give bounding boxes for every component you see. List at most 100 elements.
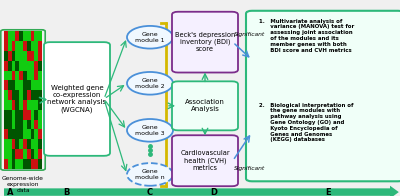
Text: C: C [147, 188, 153, 196]
Bar [19, 149, 23, 159]
Bar [23, 90, 27, 100]
Bar [19, 100, 23, 110]
Bar [27, 100, 31, 110]
Bar [16, 139, 20, 149]
Text: Genome-wide
expression
data: Genome-wide expression data [2, 176, 44, 193]
Bar [23, 70, 27, 80]
Bar [27, 110, 31, 120]
Bar [16, 70, 20, 80]
Bar [23, 51, 27, 61]
Bar [38, 149, 42, 159]
Bar [23, 80, 27, 90]
Bar [4, 149, 8, 159]
Text: B: B [63, 188, 69, 196]
Bar [16, 80, 20, 90]
Bar [27, 51, 31, 61]
Bar [34, 61, 38, 71]
Bar [12, 119, 16, 129]
Text: 2.   Biological interpretation of
      the gene modules with
      pathway anal: 2. Biological interpretation of the gene… [259, 103, 354, 142]
Bar [30, 110, 35, 120]
Bar [30, 51, 35, 61]
Bar [4, 61, 8, 71]
Bar [12, 159, 16, 169]
Bar [16, 90, 20, 100]
Bar [12, 90, 16, 100]
Bar [19, 110, 23, 120]
Bar [30, 159, 35, 169]
Bar [34, 51, 38, 61]
Bar [30, 129, 35, 139]
Bar [19, 159, 23, 169]
Bar [34, 119, 38, 129]
Bar [38, 139, 42, 149]
Bar [34, 80, 38, 90]
Bar [30, 80, 35, 90]
Bar [4, 41, 8, 51]
Bar [4, 100, 8, 110]
Text: A: A [7, 188, 13, 196]
Bar [27, 61, 31, 71]
FancyBboxPatch shape [246, 11, 400, 181]
Bar [16, 119, 20, 129]
Text: Gene
module 2: Gene module 2 [135, 78, 165, 89]
Text: Gene
module 3: Gene module 3 [135, 125, 165, 136]
Bar [19, 41, 23, 51]
Bar [16, 129, 20, 139]
Bar [4, 70, 8, 80]
Bar [4, 129, 8, 139]
Bar [34, 90, 38, 100]
Bar [4, 90, 8, 100]
Bar [8, 159, 12, 169]
Bar [16, 149, 20, 159]
Bar [19, 129, 23, 139]
Bar [30, 139, 35, 149]
Bar [27, 119, 31, 129]
Bar [23, 61, 27, 71]
Bar [12, 149, 16, 159]
Bar [12, 51, 16, 61]
Bar [38, 129, 42, 139]
Bar [16, 159, 20, 169]
Bar [4, 159, 8, 169]
Bar [19, 90, 23, 100]
Bar [27, 41, 31, 51]
Bar [38, 31, 42, 41]
Bar [30, 41, 35, 51]
Bar [16, 31, 20, 41]
Text: Cardiovascular
health (CVH)
metrics: Cardiovascular health (CVH) metrics [180, 151, 230, 171]
Bar [38, 70, 42, 80]
Bar [8, 31, 12, 41]
FancyBboxPatch shape [172, 12, 238, 73]
Bar [38, 100, 42, 110]
Bar [12, 129, 16, 139]
Bar [4, 80, 8, 90]
Bar [34, 41, 38, 51]
Text: Significant: Significant [234, 32, 265, 37]
Text: Beck's depression
inventory (BDI)
score: Beck's depression inventory (BDI) score [175, 32, 235, 52]
Bar [16, 51, 20, 61]
Text: E: E [325, 188, 331, 196]
Bar [23, 110, 27, 120]
Bar [23, 139, 27, 149]
Bar [23, 100, 27, 110]
Bar [23, 129, 27, 139]
Bar [34, 31, 38, 41]
Bar [27, 90, 31, 100]
Bar [8, 41, 12, 51]
Bar [30, 61, 35, 71]
Bar [8, 80, 12, 90]
Bar [23, 119, 27, 129]
Bar [19, 119, 23, 129]
Bar [34, 129, 38, 139]
Ellipse shape [127, 72, 173, 95]
Bar [27, 139, 31, 149]
Bar [19, 61, 23, 71]
Bar [34, 110, 38, 120]
Bar [8, 139, 12, 149]
Bar [4, 110, 8, 120]
Bar [16, 41, 20, 51]
Text: Gene
module 1: Gene module 1 [135, 32, 165, 43]
Bar [30, 31, 35, 41]
Bar [23, 31, 27, 41]
Bar [38, 41, 42, 51]
